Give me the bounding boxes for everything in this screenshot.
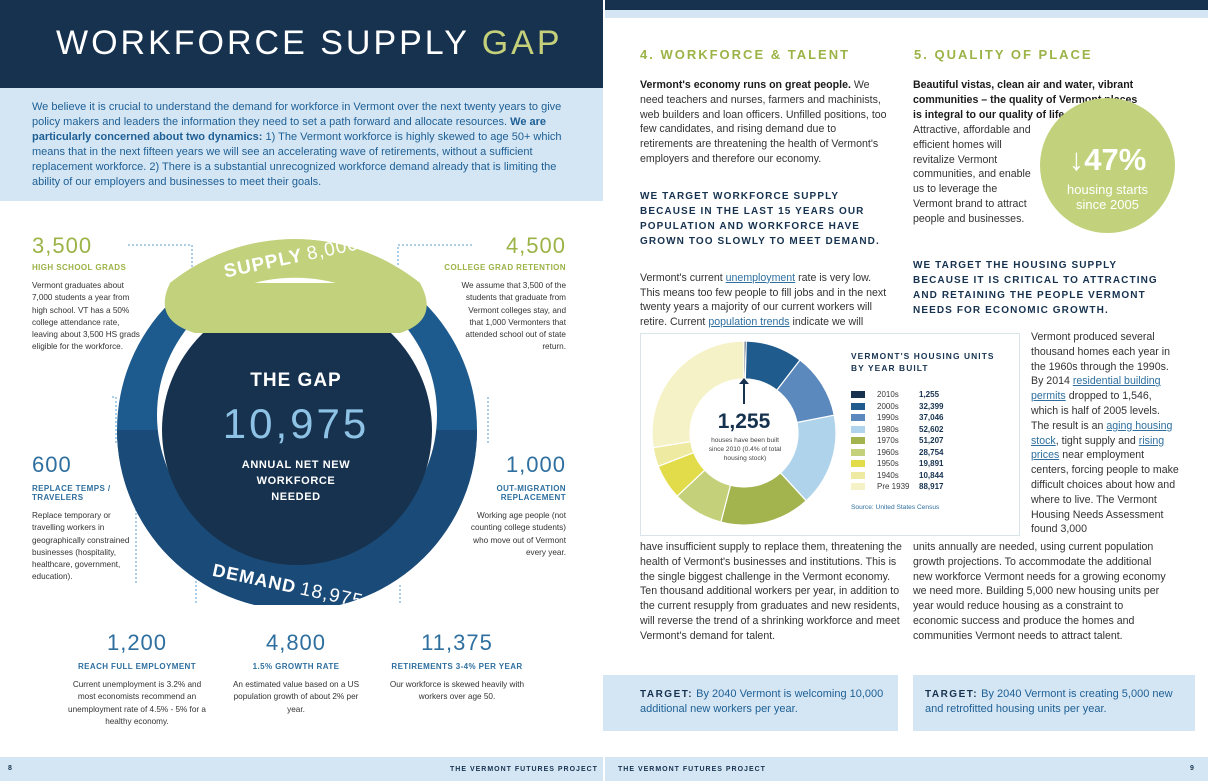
page-number-left: 8 [8,765,13,772]
housing-starts-circle: ↓47% housing starts since 2005 [1040,98,1175,233]
stat-college-retention: 4,500 COLLEGE GRAD RETENTION We assume t… [444,233,566,352]
intro-box [0,88,603,201]
title-banner [0,0,603,88]
legend-swatch [851,437,865,445]
stat-hs-grads: 3,500 HIGH SCHOOL GRADS Vermont graduate… [32,233,140,352]
legend-decade: 2010s [877,390,899,399]
section-5-p1: Attractive, affordable and efficient hom… [913,124,1031,225]
chart-title: VERMONT'S HOUSING UNITS BY YEAR BUILT [851,351,995,373]
donut-arrow [743,382,745,404]
donut-center-value: 1,255 [717,410,771,433]
legend-row: 2000s 32,399 [851,401,1001,413]
gap-number: 10,975 [222,400,370,447]
legend-decade: 1940s [877,470,899,480]
stat-out-migration: 1,000 OUT-MIGRATION REPLACEMENT Working … [470,452,566,557]
intro-text: We believe it is crucial to understand t… [32,101,562,188]
legend-value: 37,046 [919,413,944,422]
section-4-col: Vermont's economy runs on great people. … [640,78,890,330]
stat-retirements: 11,375 RETIREMENTS 3-4% PER YEAR Our wor… [389,630,525,702]
legend-row: 1960s 28,754 [851,447,1001,459]
legend-swatch [851,471,865,479]
donut-slice-pre-1939 [651,340,745,449]
title-accent: GAP [481,24,563,62]
legend-decade: Pre 1939 [877,482,910,491]
legend-row: 1970s 51,207 [851,435,1001,447]
legend-value: 51,207 [919,436,944,445]
legend-row: Pre 1939 88,917 [851,481,1001,493]
section-4-header: 4. WORKFORCE & TALENT [640,47,851,62]
section-4-p3: have insufficient supply to replace them… [640,541,902,642]
gap-circle [162,295,432,565]
footer-title-left: THE VERMONT FUTURES PROJECT [450,766,598,773]
housing-donut-chart [651,340,837,526]
legend-value: 52,602 [919,424,944,434]
legend-decade: 1960s [877,447,899,457]
page-title: WORKFORCE SUPPLY GAP [56,24,563,63]
legend-row: 1940s 10,844 [851,470,1001,482]
legend-swatch [851,402,865,410]
section-5-header: 5. QUALITY OF PLACE [914,47,1093,62]
gap-subtitle: ANNUAL NET NEW WORKFORCE NEEDED [241,459,351,503]
legend-value: 32,399 [919,401,944,411]
stat-growth-rate: 4,800 1.5% GROWTH RATE An estimated valu… [232,630,360,714]
legend-swatch [851,391,865,399]
section-5-intro: Beautiful vistas, clean air and water, v… [913,79,1138,121]
legend-decade: 2000s [877,401,899,411]
section-5-p2: Vermont produced several thousand homes … [1031,331,1179,536]
legend-row: 1990s 37,046 [851,412,1001,424]
legend-decade: 1980s [877,424,899,434]
legend-swatch [851,460,865,468]
stat-full-employment: 1,200 REACH FULL EMPLOYMENT Current unem… [68,630,206,726]
legend-row: 1980s 52,602 [851,424,1001,436]
donut-arrow-head [739,378,749,384]
chart-source: Source: United States Census [851,504,940,511]
target-label-5: TARGET: [925,689,979,700]
legend-row: 2010s 1,255 [851,389,1001,401]
chart-legend: 2010s 1,255 2000s 32,399 1990s 37,046 1980s 52,… [851,389,1001,493]
legend-value: 28,754 [919,447,944,457]
legend-row: 1950s 19,891 [851,458,1001,470]
footer-title-right: THE VERMONT FUTURES PROJECT [618,766,766,773]
page-number-right: 9 [1190,765,1195,772]
footer-right [605,757,1208,781]
footer-left [0,757,603,781]
housing-starts-label: housing starts since 2005 [1067,182,1148,212]
legend-decade: 1950s [877,459,899,468]
legend-value: 19,891 [919,459,944,468]
housing-starts-value: ↓47% [1068,142,1147,177]
section-5-p3: units annually are needed, using current… [913,541,1166,642]
legend-swatch [851,448,865,456]
stat-replace-temps: 600 REPLACE TEMPS / TRAVELERS Replace te… [32,452,130,582]
legend-swatch [851,425,865,433]
legend-decade: 1970s [877,436,899,445]
gap-title: THE GAP [250,370,342,391]
legend-swatch [851,483,865,491]
title-main: WORKFORCE SUPPLY [56,24,482,62]
section-5-target-statement: WE TARGET THE HOUSING SUPPLY BECAUSE IT … [913,260,1158,316]
top-rule [605,0,1208,10]
donut-center-text: houses have been built since 2010 (0.4% … [708,437,782,462]
legend-value: 10,844 [919,470,944,480]
target-label-4: TARGET: [640,689,694,700]
population-trends-link[interactable]: population trends [708,316,790,329]
legend-decade: 1990s [877,413,899,422]
legend-value: 88,917 [919,482,944,491]
target-box-workforce: TARGET: By 2040 Vermont is welcoming 10,… [603,675,898,731]
target-box-housing: TARGET: By 2040 Vermont is creating 5,00… [913,675,1195,731]
rising-prices-link[interactable]: rising prices [1031,434,1165,462]
section-4-target-statement: WE TARGET WORKFORCE SUPPLY BECAUSE IN TH… [640,190,880,247]
building-permits-link[interactable]: residential building permits [1031,375,1161,403]
legend-swatch [851,414,865,422]
aging-housing-stock-link[interactable]: aging housing stock [1031,419,1173,447]
legend-value: 1,255 [919,390,940,399]
gap-diagram [110,239,490,605]
top-rule-light [605,10,1208,18]
unemployment-link[interactable]: unemployment [725,271,796,284]
